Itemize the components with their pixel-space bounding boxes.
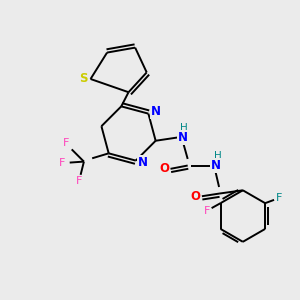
Text: H: H (180, 123, 188, 133)
Text: N: N (178, 131, 188, 144)
Text: F: F (59, 158, 66, 168)
Text: N: N (151, 106, 160, 118)
Text: N: N (211, 159, 221, 172)
Text: O: O (159, 162, 169, 175)
Text: H: H (214, 151, 221, 161)
Text: F: F (203, 206, 210, 216)
Text: F: F (76, 176, 82, 186)
Text: S: S (79, 73, 88, 85)
Text: F: F (276, 193, 282, 203)
Text: N: N (138, 156, 148, 169)
Text: O: O (190, 190, 200, 203)
Text: F: F (63, 138, 69, 148)
